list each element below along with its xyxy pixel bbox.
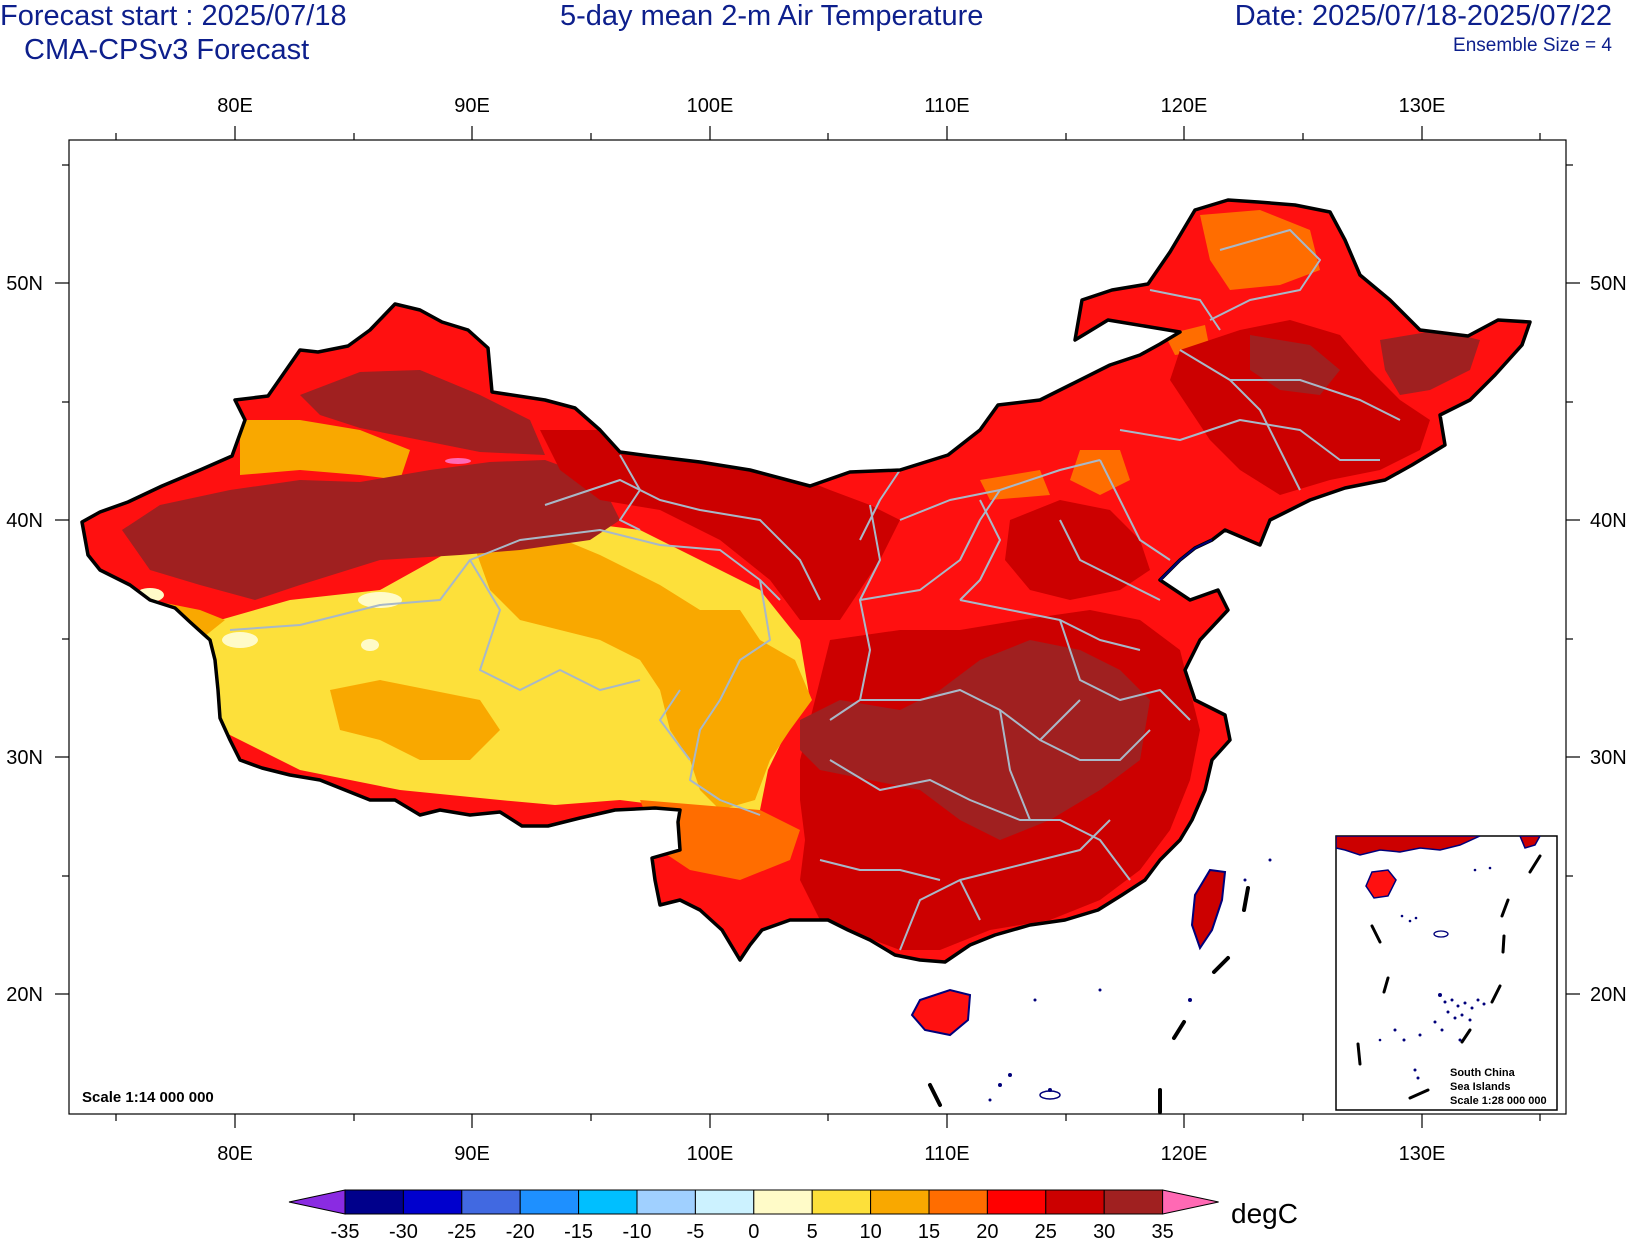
lat-label: 20N <box>1590 984 1627 1006</box>
lat-labels-left: 50N 40N 30N 20N <box>6 273 43 1006</box>
lon-label: 90E <box>454 95 490 117</box>
colorbar-tick-label: 20 <box>976 1221 998 1241</box>
colorbar-swatch <box>811 1189 872 1215</box>
lat-labels-right: 50N 40N 30N 20N <box>1590 273 1627 1006</box>
colorbar-tick-label: -5 <box>687 1221 705 1241</box>
colorbar-tick-label: -30 <box>389 1221 418 1241</box>
ensemble-size-label: Ensemble Size = 4 <box>1453 35 1612 56</box>
colorbar-swatch <box>636 1189 696 1215</box>
lon-label: 130E <box>1399 1143 1446 1165</box>
colorbar-swatch <box>928 1189 988 1215</box>
lat-label: 30N <box>1590 747 1627 769</box>
date-range-label: Date: 2025/07/18-2025/07/22 <box>1234 0 1612 32</box>
small-islands <box>988 858 1272 1102</box>
colorbar-swatch <box>1045 1189 1105 1215</box>
colorbar-swatch <box>1103 1189 1164 1215</box>
forecast-start-label: Forecast start : 2025/07/18 <box>0 0 347 32</box>
colorbar-unit: degC <box>1231 1198 1298 1229</box>
scale-label: Scale 1:14 000 000 <box>82 1089 214 1106</box>
colorbar-tick-label: 30 <box>1093 1221 1115 1241</box>
lon-labels-bottom: 80E 90E 100E 110E 120E 130E <box>217 1143 1445 1165</box>
lon-label: 110E <box>924 95 969 117</box>
lat-label: 40N <box>1590 510 1627 532</box>
lon-label: 80E <box>217 95 253 117</box>
map-title: 5-day mean 2-m Air Temperature <box>560 0 984 32</box>
colorbar-swatch <box>461 1189 521 1215</box>
dash-line <box>928 886 1250 1114</box>
map-frame <box>69 140 1566 1114</box>
inset-label-3: Scale 1:28 000 000 <box>1450 1095 1547 1107</box>
colorbar-labels: -35 -30 -25 -20 -15 -10 -5 0 5 10 15 20 25 30 35 <box>331 1221 1174 1241</box>
lat-label: 50N <box>1590 273 1627 295</box>
colorbar-tick-label: -35 <box>331 1221 360 1241</box>
hainan-island <box>910 988 972 1037</box>
colorbar-max-arrow <box>1162 1189 1219 1215</box>
inset-label-1: South China <box>1450 1067 1516 1079</box>
lon-label: 90E <box>454 1143 490 1165</box>
colorbar-min-arrow <box>288 1189 346 1215</box>
colorbar-swatch <box>402 1189 463 1215</box>
colorbar-tick-label: -15 <box>564 1221 593 1241</box>
colorbar-swatch <box>578 1189 638 1215</box>
lon-label: 100E <box>687 1143 734 1165</box>
colorbar-tick-label: -20 <box>506 1221 535 1241</box>
colorbar-tick-label: 5 <box>807 1221 818 1241</box>
lat-label: 50N <box>6 273 43 295</box>
colorbar-tick-label: -10 <box>623 1221 652 1241</box>
lon-labels-top: 80E 90E 100E 110E 120E 130E <box>217 95 1445 117</box>
inset-map: South China Sea Islands Scale 1:28 000 0… <box>1335 835 1558 1111</box>
colorbar-swatch <box>519 1189 580 1215</box>
colorbar <box>288 1189 1219 1215</box>
lon-label: 130E <box>1399 95 1446 117</box>
lon-label: 110E <box>924 1143 969 1165</box>
colorbar-tick-label: 35 <box>1151 1221 1173 1241</box>
colorbar-swatch <box>753 1189 813 1215</box>
colorbar-swatch <box>986 1189 1047 1215</box>
taiwan-island <box>1190 868 1227 951</box>
colorbar-swatch <box>694 1189 755 1215</box>
axis-ticks <box>55 126 1580 1128</box>
inset-label-2: Sea Islands <box>1450 1081 1511 1093</box>
colorbar-tick-label: 25 <box>1035 1221 1057 1241</box>
model-label: CMA-CPSv3 Forecast <box>24 34 310 66</box>
colorbar-tick-label: 10 <box>859 1221 881 1241</box>
lon-label: 120E <box>1161 95 1208 117</box>
lat-label: 30N <box>6 747 43 769</box>
lat-label: 40N <box>6 510 43 532</box>
lat-label: 20N <box>6 984 43 1006</box>
colorbar-tick-label: 0 <box>748 1221 759 1241</box>
colorbar-tick-label: 15 <box>918 1221 940 1241</box>
lon-label: 100E <box>687 95 734 117</box>
colorbar-tick-label: -25 <box>447 1221 476 1241</box>
lon-label: 120E <box>1161 1143 1208 1165</box>
colorbar-swatch <box>870 1189 930 1215</box>
lon-label: 80E <box>217 1143 253 1165</box>
colorbar-swatch <box>344 1189 404 1215</box>
